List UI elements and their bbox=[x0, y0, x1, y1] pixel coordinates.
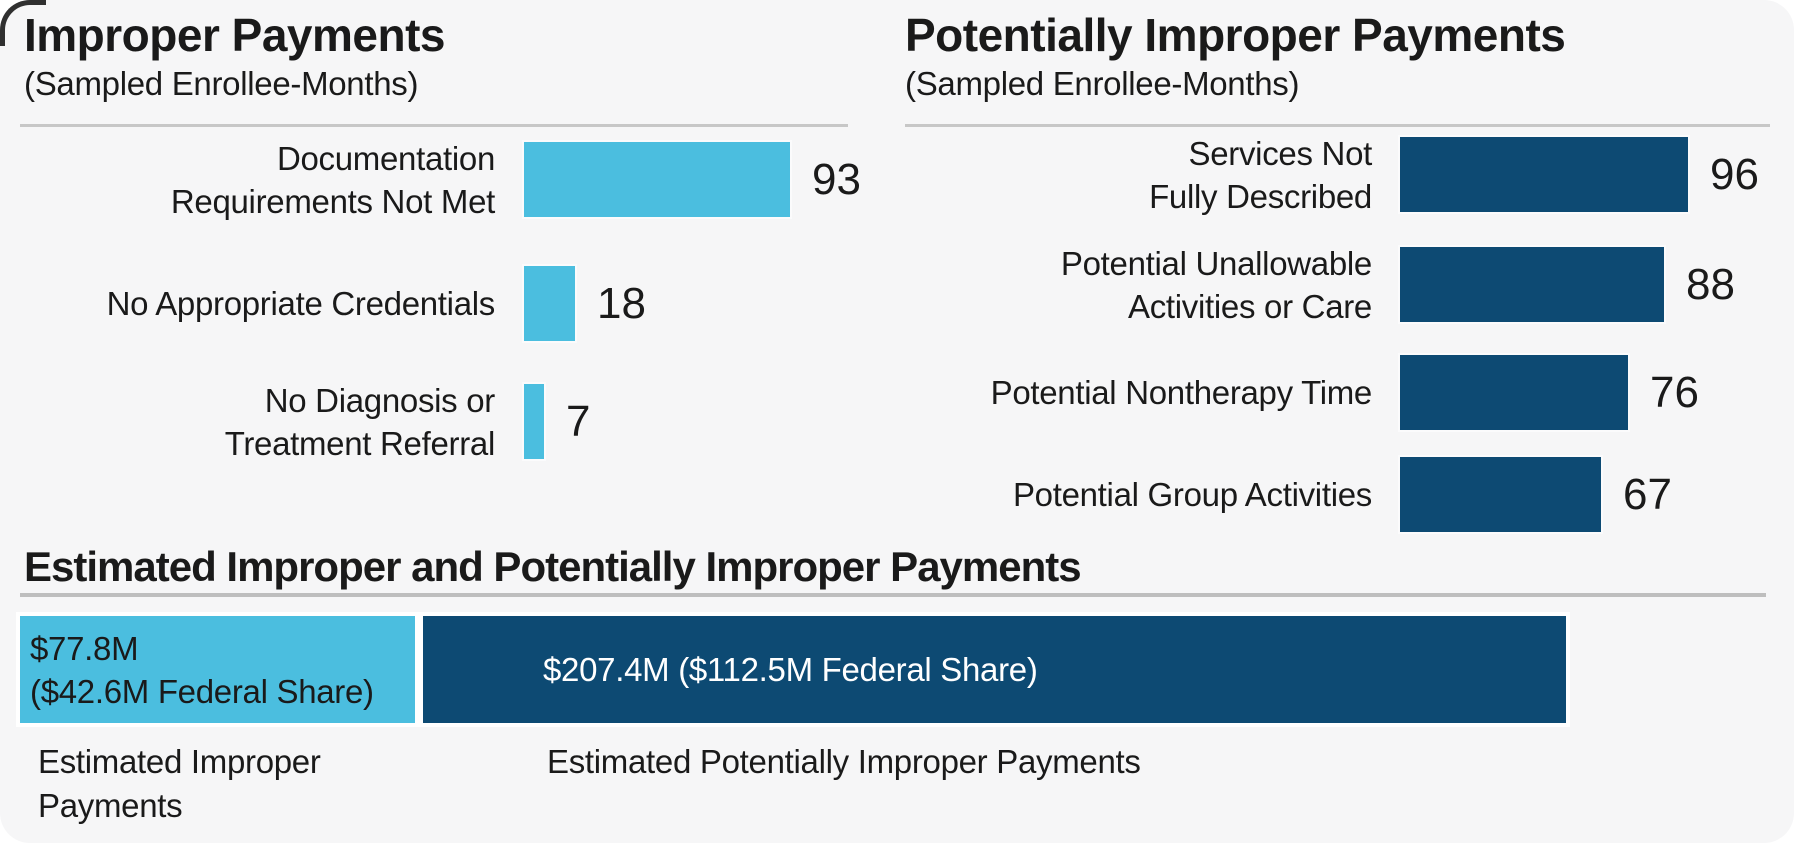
segment-axis-label: Estimated Potentially Improper Payments bbox=[547, 743, 1141, 780]
bar-value-label: 96 bbox=[1710, 149, 1759, 199]
bar-value-label: 76 bbox=[1650, 367, 1699, 417]
category-label: No Appropriate Credentials bbox=[106, 285, 496, 322]
bar bbox=[524, 384, 544, 459]
category-label: No Diagnosis or Treatment Referral bbox=[224, 381, 496, 462]
segment-value-text: ($42.6M Federal Share) bbox=[30, 672, 374, 710]
bar bbox=[1400, 137, 1688, 212]
potentially-improper-payments-title: Potentially Improper Payments bbox=[905, 9, 1566, 61]
segment-value-text: $77.8M bbox=[30, 629, 139, 667]
estimated-payments-stacked-bar: $77.8M ($42.6M Federal Share) $207.4M ($11… bbox=[16, 612, 1570, 727]
potentially-improper-payments-row: Services Not Fully Described 96 bbox=[905, 135, 1759, 215]
bar bbox=[524, 266, 575, 341]
potentially-improper-payments-row: Potential Nontherapy Time 76 bbox=[905, 355, 1699, 430]
estimated-payments-title: Estimated Improper and Potentially Impro… bbox=[24, 543, 1082, 590]
category-label: Potential Nontherapy Time bbox=[990, 374, 1373, 411]
segment-value-text: $207.4M ($112.5M Federal Share) bbox=[543, 651, 1038, 688]
stacked-segment: $207.4M ($112.5M Federal Share) bbox=[423, 616, 1566, 723]
category-label: Documentation Requirements Not Met bbox=[170, 139, 495, 220]
category-label: Services Not Fully Described bbox=[1149, 134, 1372, 215]
bar-value-label: 7 bbox=[566, 396, 591, 446]
improper-payments-title: Improper Payments bbox=[24, 9, 445, 61]
category-label: Potential Group Activities bbox=[1012, 476, 1372, 513]
potentially-improper-payments-row: Potential Group Activities 67 bbox=[905, 457, 1672, 532]
segment-axis-label: Estimated Improper Payments bbox=[38, 743, 321, 824]
improper-payments-row: No Diagnosis or Treatment Referral 7 bbox=[24, 382, 591, 462]
category-label: Potential Unallowable Activities or Care bbox=[1060, 244, 1372, 325]
improper-payments-divider bbox=[20, 124, 848, 127]
stacked-segment: $77.8M ($42.6M Federal Share) bbox=[20, 616, 415, 723]
bar bbox=[1400, 457, 1601, 532]
improper-payments-subtitle: (Sampled Enrollee-Months) bbox=[24, 65, 419, 102]
improper-payments-row: No Appropriate Credentials 18 bbox=[24, 266, 646, 341]
bar-value-label: 67 bbox=[1623, 469, 1672, 519]
potentially-improper-payments-subtitle: (Sampled Enrollee-Months) bbox=[905, 65, 1300, 102]
estimated-payments-divider bbox=[20, 593, 1766, 597]
bar-value-label: 18 bbox=[597, 278, 646, 328]
bar bbox=[1400, 247, 1664, 322]
bar bbox=[524, 142, 790, 217]
potentially-improper-payments-divider bbox=[905, 124, 1770, 127]
improper-payments-row: Documentation Requirements Not Met 93 bbox=[24, 140, 861, 220]
bar-value-label: 88 bbox=[1686, 259, 1735, 309]
bar bbox=[1400, 355, 1628, 430]
bar-value-label: 93 bbox=[812, 154, 861, 204]
potentially-improper-payments-row: Potential Unallowable Activities or Care 8… bbox=[905, 245, 1735, 325]
